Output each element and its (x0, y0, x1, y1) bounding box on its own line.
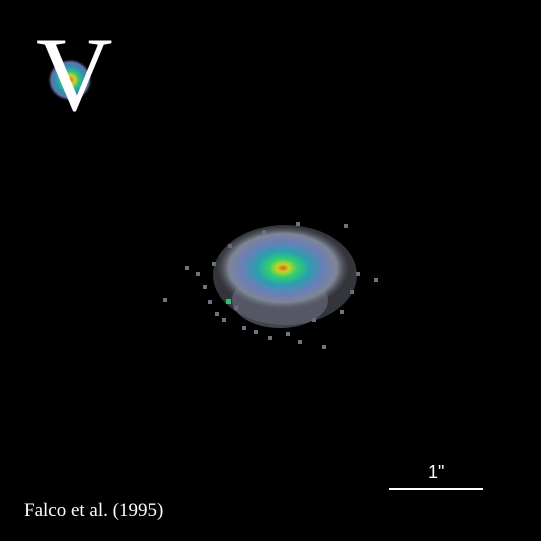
quasar-image-a (48, 59, 92, 101)
filter-band-label: V (36, 16, 113, 133)
image-credit: Falco et al. (1995) (24, 500, 164, 521)
quasar-image-b (226, 299, 231, 304)
scale-bar (389, 488, 483, 490)
lensing-galaxy (217, 226, 349, 310)
scale-bar-label: 1" (428, 462, 445, 482)
